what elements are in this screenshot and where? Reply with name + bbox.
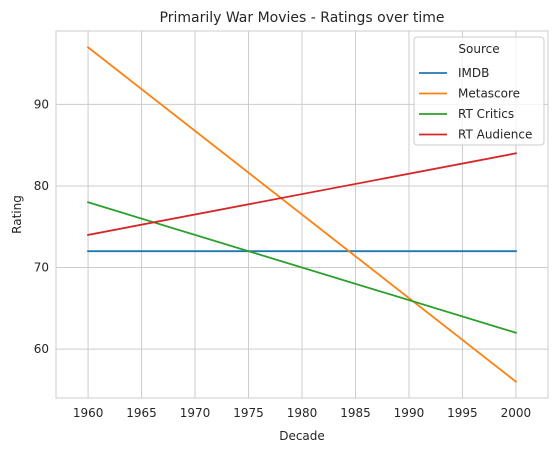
legend: Source IMDB Metascore RT Critics RT Audienc… [414, 37, 544, 145]
x-tick-label: 1995 [447, 406, 478, 420]
x-tick-label: 2000 [501, 406, 532, 420]
x-tick-label: 1960 [73, 406, 104, 420]
x-tick-label: 1975 [233, 406, 264, 420]
legend-label-imdb: IMDB [458, 66, 489, 80]
x-axis: 1960 1965 1970 1975 1980 1985 1990 1995 2000 [73, 406, 531, 420]
x-tick-label: 1970 [180, 406, 211, 420]
x-tick-label: 1965 [126, 406, 157, 420]
x-axis-title: Decade [279, 429, 325, 443]
legend-title: Source [458, 42, 499, 56]
y-axis-title: Rating [10, 195, 24, 234]
legend-label-metascore: Metascore [458, 87, 520, 101]
y-tick-label: 70 [34, 261, 49, 275]
y-tick-label: 80 [34, 179, 49, 193]
x-tick-label: 1990 [394, 406, 425, 420]
chart-title: Primarily War Movies - Ratings over time [160, 10, 445, 26]
x-tick-label: 1980 [287, 406, 318, 420]
y-tick-label: 60 [34, 342, 49, 356]
y-tick-label: 90 [34, 97, 49, 111]
legend-label-rt-critics: RT Critics [458, 107, 514, 121]
legend-label-rt-audience: RT Audience [458, 128, 532, 142]
x-tick-label: 1985 [340, 406, 371, 420]
